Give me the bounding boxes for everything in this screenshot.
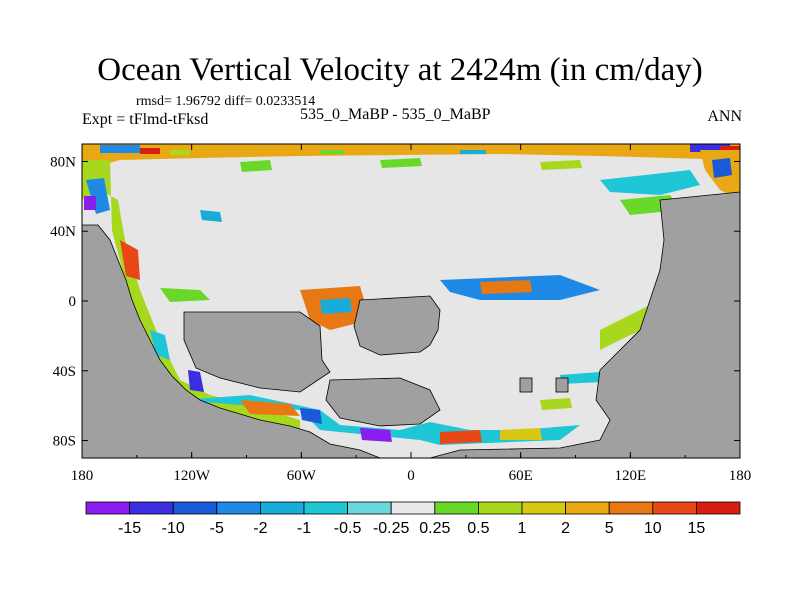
colorbar-swatch [85,501,130,515]
lon-tick-label: 120E [614,468,646,484]
colorbar-level-label: 10 [644,520,662,537]
colorbar-swatch [216,501,261,515]
page-title: Ocean Vertical Velocity at 2424m (in cm/… [97,52,703,88]
colorbar-swatch [696,501,741,515]
lon-tick-label: 120W [173,468,211,484]
axis-labels: 180 120W 60W 0 60E 120E 180 80N 40N 0 40S 80S [50,154,751,484]
colorbar-swatch [477,501,523,515]
colorbar-swatch [652,501,697,515]
lon-tick-label: 60E [509,468,533,484]
colorbar-swatch [521,501,566,515]
colorbar-level-label: -1 [297,520,311,537]
colorbar-level-label: 0.5 [467,520,489,537]
colorbar-level-label: 1 [518,520,527,537]
colorbar-swatch [390,501,436,515]
stats-line: rmsd= 1.96792 diff= 0.0233514 [136,94,316,109]
colorbar-swatch [303,501,348,515]
season-label: ANN [707,108,742,125]
cases-label: 535_0_MaBP - 535_0_MaBP [300,106,491,123]
colorbar-level-label: -0.25 [373,520,410,537]
axis-ticks [81,144,741,458]
colorbar-swatch [129,501,174,515]
lat-tick-label: 0 [69,294,77,310]
colorbar-level-label: -5 [210,520,224,537]
colorbar-swatch [565,501,610,515]
land-masses [82,191,740,458]
lat-tick-label: 40N [50,224,76,240]
colorbar-labels: -15 -10 -5 -2 -1 -0.5 -0.25 0.25 0.5 1 2 5 10 15 [118,520,705,537]
map-area [82,144,740,458]
colorbar-level-label: 15 [688,520,706,537]
colorbar-level-label: -10 [162,520,185,537]
colorbar-level-label: -0.5 [334,520,362,537]
lat-tick-label: 80N [50,154,76,170]
lat-tick-label: 80S [53,434,76,450]
lon-tick-label: 180 [729,468,752,484]
colorbar-level-label: 0.25 [419,520,450,537]
colorbar-swatch [347,501,392,515]
lat-tick-label: 40S [53,364,76,380]
colorbar-swatch [434,501,479,515]
colorbar-swatch [172,501,218,515]
lon-tick-label: 180 [71,468,94,484]
colorbar-level-label: -2 [253,520,267,537]
colorbar-swatch [608,501,654,515]
colorbar-swatch [259,501,305,515]
lon-tick-label: 0 [407,468,415,484]
experiment-label: Expt = tFlmd-tFksd [82,111,209,128]
lon-tick-label: 60W [287,468,317,484]
colorbar-level-label: 2 [561,520,570,537]
colorbar-level-label: -15 [118,520,141,537]
colorbar-level-label: 5 [605,520,614,537]
colorbar [85,501,741,515]
